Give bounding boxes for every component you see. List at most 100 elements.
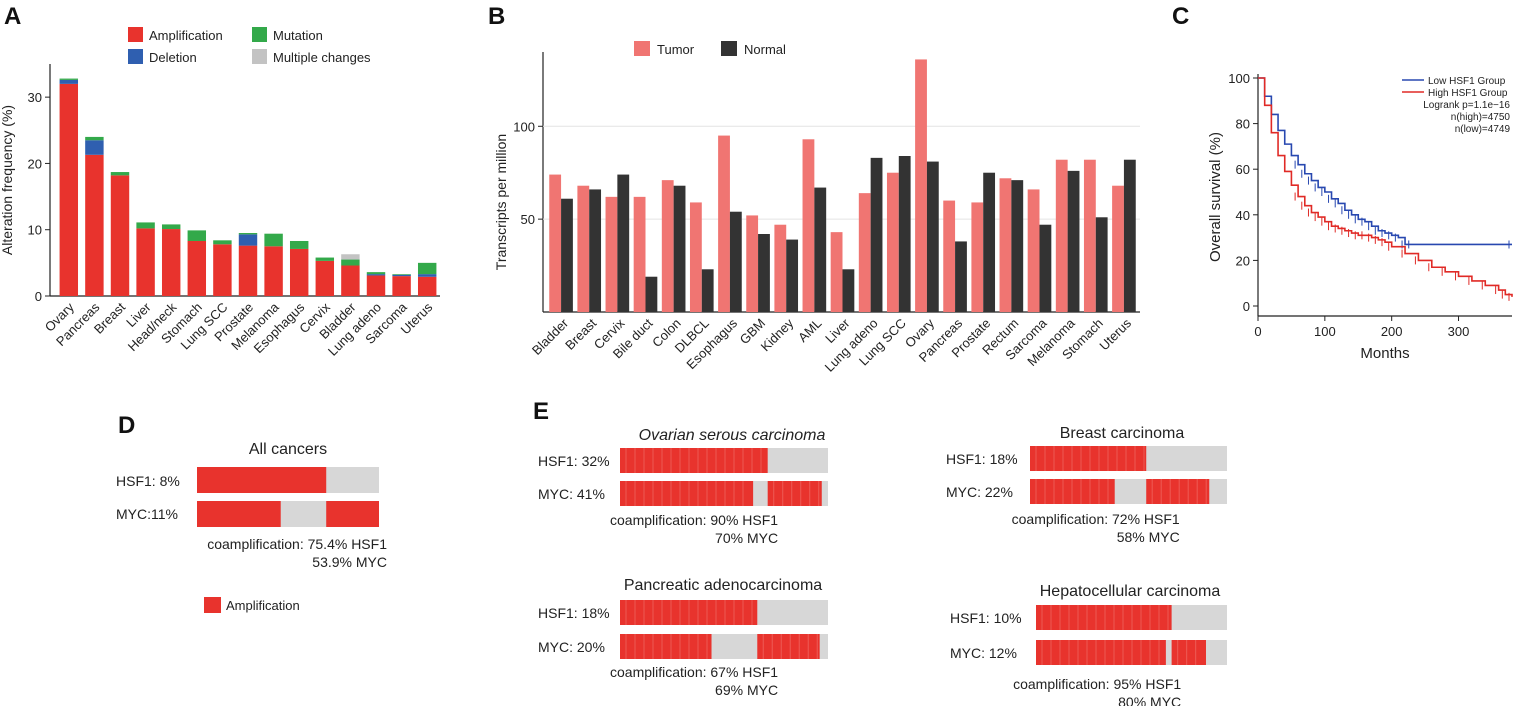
bar-amplification-prostate: [238, 245, 258, 296]
stat-annotation: n(high)=4750: [1451, 112, 1511, 123]
y-tick-label: 60: [1236, 162, 1250, 177]
bar-tumor-bladder: [549, 174, 562, 312]
bar-mutation-esophagus: [289, 240, 309, 249]
survival-curve-low-hsf1-group: [1258, 77, 1512, 246]
bar-tumor-liver: [830, 232, 843, 312]
panel-e-coamp-line2: 80% MYC: [1118, 694, 1181, 706]
bar-mutation-bladder: [341, 259, 360, 266]
panel-e-coamp-line1: coamplification: 90% HSF1: [610, 512, 778, 528]
y-tick-label: 0: [1243, 299, 1250, 314]
bar-normal-breast: [589, 189, 602, 312]
bar-normal-rectum: [1011, 180, 1024, 312]
x-tick-label: 300: [1448, 324, 1470, 339]
panel-e-hsf1-label: HSF1: 18%: [946, 451, 1018, 467]
y-tick-label: 40: [1236, 208, 1250, 223]
bar-tumor-cervix: [605, 196, 618, 312]
bar-normal-cervix: [617, 174, 630, 312]
bar-normal-sarcoma: [1039, 224, 1052, 312]
bar-mutation-breast: [110, 172, 130, 176]
bar-mutation-sarcoma: [392, 274, 411, 275]
y-tick-label: 10: [28, 223, 42, 238]
panel-e-hsf1-label: HSF1: 32%: [538, 453, 610, 469]
bar-mutation-prostate: [238, 233, 258, 235]
bar-deletion-uterus: [417, 274, 437, 277]
panel-d-myc-bar-amplified-segment: [326, 501, 379, 527]
x-tick-label: Uterus: [1096, 315, 1134, 353]
bar-normal-pancreas: [955, 241, 967, 312]
x-tick-label: 100: [1314, 324, 1336, 339]
bar-amplification-sarcoma: [392, 276, 411, 296]
bar-tumor-aml: [802, 139, 815, 312]
bar-amplification-lung-scc: [213, 244, 232, 296]
bar-tumor-bile-duct: [633, 196, 646, 312]
legend-swatch-normal: [721, 41, 737, 56]
y-tick-label: 80: [1236, 117, 1250, 132]
bar-normal-dlbcl: [701, 269, 714, 312]
bar-tumor-kidney: [774, 224, 787, 312]
bar-normal-lung-adeno: [870, 157, 883, 312]
panel-e-coamp-line2: 69% MYC: [715, 682, 778, 698]
stat-annotation: n(low)=4749: [1455, 124, 1511, 135]
bar-tumor-stomach: [1083, 159, 1096, 312]
panel-e-myc-bar-breast-carcinoma-amplified-segment: [1146, 479, 1210, 504]
bar-amplification-uterus: [417, 276, 437, 296]
bar-amplification-pancreas: [85, 154, 104, 296]
bar-amplification-cervix: [315, 260, 335, 296]
panel-e-coamp-line1: coamplification: 95% HSF1: [1013, 676, 1181, 692]
panel-letter-c: C: [1172, 3, 1189, 30]
panel-e-title-hepatocellular-carcinoma: Hepatocellular carcinoma: [1040, 583, 1221, 600]
bar-amplification-head-neck: [161, 229, 181, 296]
legend-swatch-mutation: [252, 27, 267, 42]
panel-d-legend-swatch: [204, 597, 221, 613]
panel-d-myc-bar-amplified-segment: [197, 501, 281, 527]
panel-e-hsf1-bar-hepatocellular-carcinoma-amplified-segment: [1036, 605, 1172, 630]
panel-e-myc-label: MYC: 20%: [538, 639, 605, 655]
y-tick-label: 20: [28, 156, 42, 171]
bar-amplification-esophagus: [289, 248, 309, 296]
bar-deletion-sarcoma: [392, 274, 411, 277]
y-tick-label: 50: [521, 212, 535, 227]
x-axis-label: Months: [1360, 345, 1409, 362]
bar-deletion-pancreas: [85, 140, 104, 155]
x-tick-label: Bladder: [529, 315, 572, 358]
legend-swatch-amplification: [128, 27, 143, 42]
panel-e-coamp-line1: coamplification: 72% HSF1: [1012, 511, 1180, 527]
panel-e-coamp-line1: coamplification: 67% HSF1: [610, 664, 778, 680]
legend-label-normal: Normal: [744, 42, 786, 57]
bar-mutation-head-neck: [161, 224, 181, 230]
bar-tumor-lung-adeno: [858, 193, 871, 312]
x-tick-label: Kidney: [758, 315, 797, 354]
bar-normal-bladder: [561, 198, 573, 312]
bar-deletion-prostate: [238, 234, 258, 246]
x-tick-label: AML: [795, 316, 825, 346]
bar-normal-kidney: [786, 239, 799, 312]
panel-d-myc-label: MYC:11%: [116, 506, 178, 522]
bar-mutation-stomach: [187, 230, 207, 241]
panel-e-title-ovarian-serous-carcinoma: Ovarian serous carcinoma: [639, 427, 826, 444]
bar-tumor-prostate: [971, 202, 984, 312]
bar-tumor-lung-scc: [886, 172, 899, 312]
bar-amplification-bladder: [341, 265, 360, 296]
bar-mutation-pancreas: [85, 136, 104, 141]
bar-mutation-ovary: [59, 78, 79, 80]
legend-label-multiple-changes: Multiple changes: [273, 50, 371, 65]
panel-d-hsf1-label: HSF1: 8%: [116, 473, 180, 489]
panel-e-myc-bar-ovarian-serous-carcinoma-amplified-segment: [620, 481, 754, 506]
panel-d-title: All cancers: [249, 441, 327, 458]
legend-swatch-deletion: [128, 49, 143, 64]
stat-annotation: Logrank p=1.1e−16: [1423, 100, 1510, 111]
panel-c-chart: 0 20 40 60 80 100 0 100 200 300 Months Overall surv…: [1207, 71, 1513, 362]
y-tick-label: 20: [1236, 253, 1250, 268]
bar-normal-esophagus: [729, 211, 742, 312]
bar-normal-melanoma: [1067, 170, 1080, 312]
y-tick-label: 100: [1228, 71, 1250, 86]
panel-e-hsf1-label: HSF1: 18%: [538, 605, 610, 621]
bar-amplification-stomach: [187, 240, 207, 296]
bar-normal-uterus: [1123, 159, 1136, 312]
y-axis-label: Transcripts per million: [493, 134, 509, 270]
panel-e-coamp-line2: 58% MYC: [1117, 529, 1180, 545]
bar-tumor-pancreas: [943, 200, 956, 312]
bar-amplification-ovary: [59, 83, 79, 296]
